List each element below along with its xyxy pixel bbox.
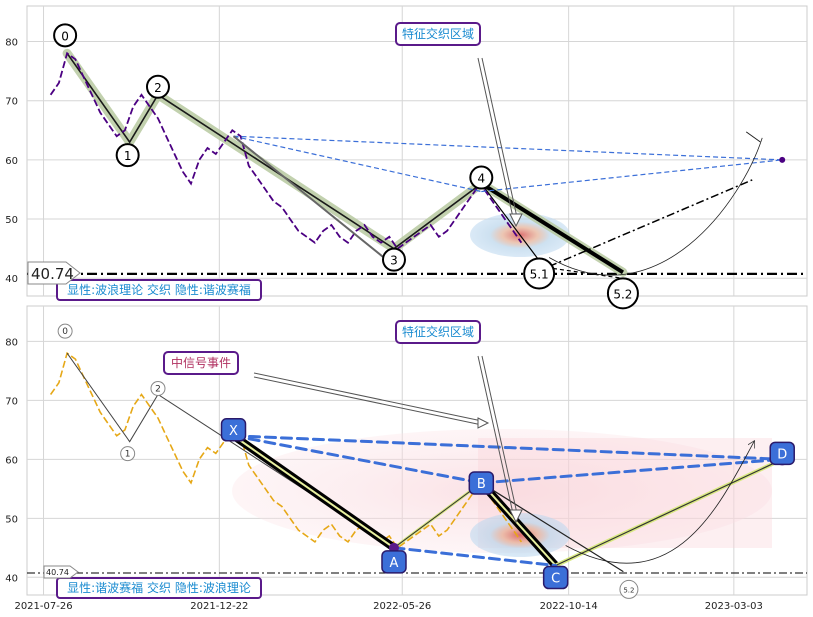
wave-label-1: 1 — [115, 143, 140, 168]
leg-bc-inner — [480, 481, 557, 567]
signal-event-box: 中信号事件 — [163, 351, 239, 375]
leg-xa-inner — [232, 434, 395, 549]
wave-4-5-thick — [480, 181, 624, 275]
harmonic-badge-d: D — [769, 441, 795, 466]
bottom-support-value: 40.74 — [46, 568, 69, 577]
harmonic-badge-x: X — [220, 418, 247, 442]
svg-text:4: 4 — [477, 172, 485, 186]
svg-text:X: X — [229, 424, 238, 439]
trend-grey — [232, 135, 392, 265]
target-line — [548, 179, 753, 268]
top-y-tick-60: 60 — [5, 156, 18, 167]
proj-line-2 — [233, 135, 783, 161]
harm-xb — [232, 434, 483, 485]
harmonic-badge-a: A — [381, 550, 407, 574]
harmonic-badge-b: B — [468, 471, 495, 495]
x-axis: 2021-07-26 2021-12-22 2022-05-26 2022-10-14… — [14, 601, 762, 612]
forecast-curve — [548, 137, 763, 276]
bottom-wave-label-0: 0 — [57, 323, 73, 339]
x-tick-3: 2022-10-14 — [540, 601, 598, 612]
top-price-series — [49, 51, 523, 250]
x-tick-2: 2022-05-26 — [373, 601, 431, 612]
top-y-tick-50: 50 — [5, 215, 18, 226]
proj-line-1 — [233, 135, 482, 193]
svg-text:0: 0 — [61, 29, 69, 43]
wave-label-5-2: 5.2 — [606, 277, 639, 310]
svg-text:5.1: 5.1 — [530, 267, 549, 281]
leg-b-52 — [480, 482, 624, 573]
proj-line-3 — [481, 159, 783, 193]
bottom-wave-label-5-2: 5.2 — [619, 579, 639, 599]
svg-text:B: B — [477, 477, 486, 492]
leg-cd-core — [555, 458, 783, 567]
top-y-tick-40: 40 — [5, 274, 18, 285]
wave-label-2: 2 — [145, 74, 170, 99]
top-annotation-box: 特征交织区域 — [395, 22, 481, 46]
bottom-wave-line — [66, 352, 395, 549]
harmonic-badge-c: C — [542, 565, 569, 590]
harm-ac — [392, 546, 558, 568]
svg-text:1: 1 — [124, 149, 132, 163]
forecast-cap — [745, 131, 761, 143]
top-support-value: 40.74 — [31, 265, 74, 283]
x-tick-1: 2021-12-22 — [190, 601, 248, 612]
bottom-y-tick-70: 70 — [5, 396, 18, 407]
bottom-annotation-arrow — [477, 355, 515, 519]
signal-event-text: 中信号事件 — [171, 355, 231, 370]
projection-point — [779, 156, 786, 163]
top-annotation-text: 特征交织区域 — [402, 26, 474, 41]
wave-label-4: 4 — [469, 165, 494, 190]
svg-text:2: 2 — [154, 81, 162, 95]
x-tick-4: 2023-03-03 — [705, 601, 763, 612]
harm-bd — [479, 457, 784, 485]
svg-text:2: 2 — [155, 384, 161, 394]
top-footer-label: 显性:波浪理论 交织 隐性:谐波赛福 — [56, 279, 262, 301]
signal-event-arrow — [253, 372, 483, 422]
svg-text:A: A — [390, 556, 399, 571]
wave-label-5-1: 5.1 — [523, 257, 556, 290]
harm-xd — [232, 434, 784, 461]
bottom-support-tag: 40.74 — [43, 565, 79, 579]
wave-label-3: 3 — [381, 247, 406, 272]
bottom-y-tick-40: 40 — [5, 573, 18, 584]
bottom-y-tick-80: 80 — [5, 337, 18, 348]
top-support-tag: 40.74 — [27, 261, 81, 285]
bottom-y-tick-60: 60 — [5, 455, 18, 466]
svg-text:0: 0 — [62, 327, 68, 337]
bottom-forecast-curve — [565, 441, 755, 564]
leg-ab-core — [393, 482, 482, 549]
svg-text:1: 1 — [125, 450, 131, 460]
svg-text:5.2: 5.2 — [613, 287, 632, 301]
bottom-wave-label-1: 1 — [120, 446, 136, 462]
bottom-panel-marks: X A B C D 0 1 2 5.2 — [27, 323, 807, 599]
top-footer-text: 显性:波浪理论 交织 隐性:谐波赛福 — [67, 282, 251, 297]
svg-text:D: D — [777, 447, 787, 462]
bottom-footer-label: 显性:谐波赛福 交织 隐性:波浪理论 — [56, 577, 262, 599]
bottom-annotation-box: 特征交织区域 — [395, 320, 481, 344]
svg-text:C: C — [551, 572, 560, 587]
bottom-price-series — [49, 351, 523, 549]
svg-text:5.2: 5.2 — [623, 586, 634, 594]
top-panel-frame — [26, 5, 808, 297]
top-y-tick-80: 80 — [5, 38, 18, 49]
bottom-footer-text: 显性:谐波赛福 交织 隐性:波浪理论 — [67, 580, 251, 595]
wave-4-51 — [480, 183, 540, 261]
bottom-hotspot — [470, 513, 570, 557]
top-y-tick-70: 70 — [5, 97, 18, 108]
wave-label-0: 0 — [53, 23, 78, 48]
bottom-wave-label-2: 2 — [150, 380, 166, 396]
bottom-annotation-text: 特征交织区域 — [402, 324, 474, 339]
top-panel-marks: 0 1 2 3 4 5.1 5.2 — [27, 23, 807, 310]
bottom-y-tick-50: 50 — [5, 514, 18, 525]
svg-text:3: 3 — [390, 254, 398, 268]
x-tick-0: 2021-07-26 — [14, 601, 72, 612]
top-annotation-arrow — [477, 57, 515, 223]
